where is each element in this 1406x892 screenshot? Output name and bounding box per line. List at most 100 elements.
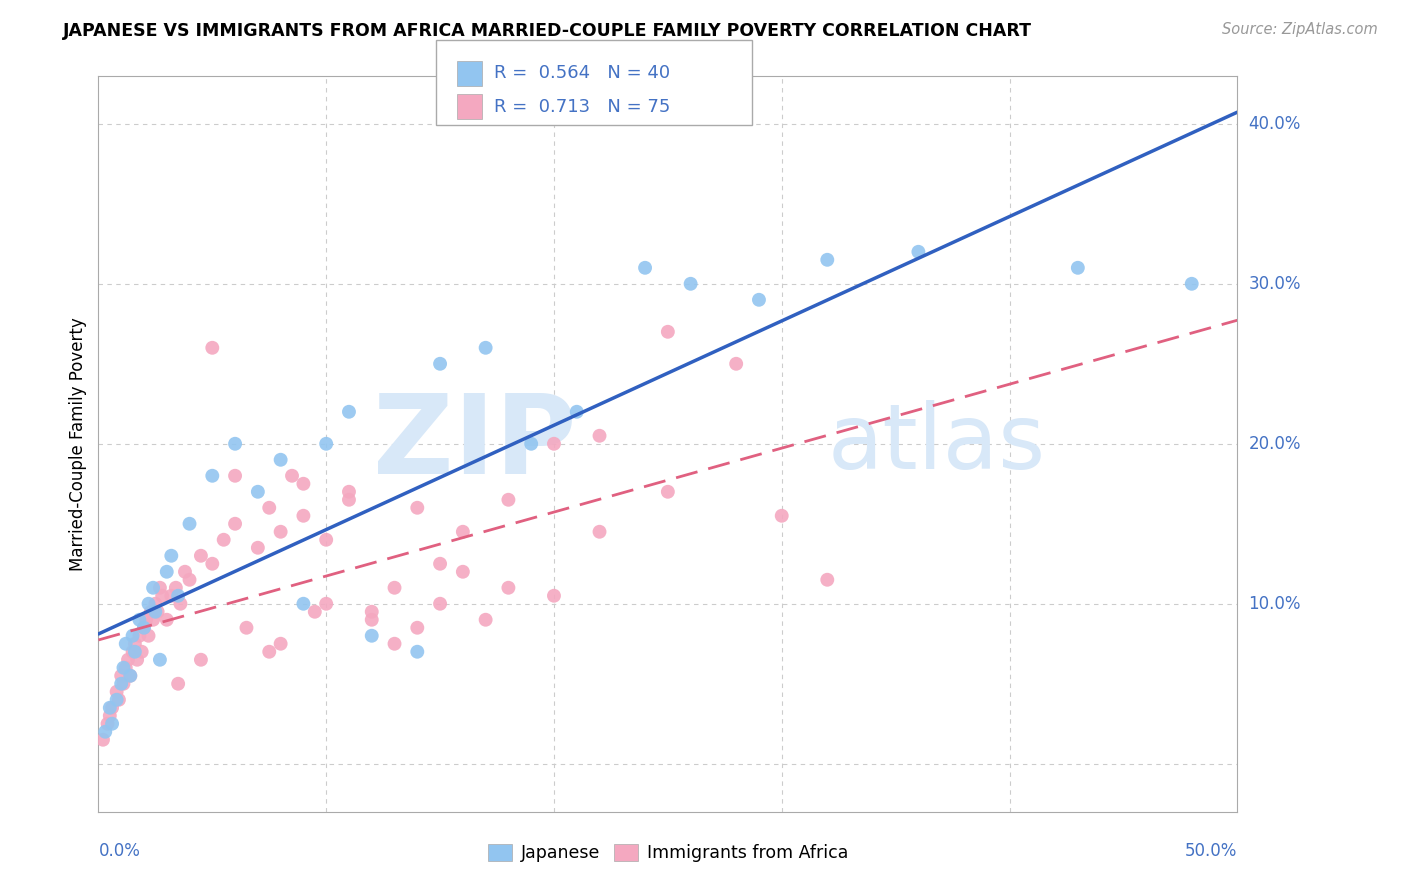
Point — [160, 589, 183, 603]
Point — [360, 605, 382, 619]
Point — [770, 508, 793, 523]
Point — [167, 589, 190, 603]
Text: Source: ZipAtlas.com: Source: ZipAtlas.com — [1222, 22, 1378, 37]
Point — [543, 589, 565, 603]
Point — [167, 677, 190, 691]
Text: 30.0%: 30.0% — [1249, 275, 1301, 293]
Point — [190, 549, 212, 563]
Text: R =  0.713   N = 75: R = 0.713 N = 75 — [494, 98, 669, 116]
Point — [156, 613, 179, 627]
Point — [174, 565, 197, 579]
Point — [160, 549, 183, 563]
Point — [657, 325, 679, 339]
Point — [131, 645, 153, 659]
Point — [96, 716, 118, 731]
Text: 40.0%: 40.0% — [1249, 115, 1301, 133]
Point — [149, 653, 172, 667]
Point — [190, 653, 212, 667]
Point — [120, 669, 142, 683]
Point — [292, 476, 315, 491]
Point — [121, 629, 143, 643]
Point — [138, 629, 160, 643]
Point — [132, 621, 155, 635]
Point — [337, 492, 360, 507]
Point — [725, 357, 748, 371]
Point — [124, 637, 146, 651]
Point — [117, 653, 139, 667]
Point — [145, 605, 167, 619]
Point — [145, 597, 167, 611]
Point — [360, 629, 382, 643]
Point — [121, 645, 143, 659]
Point — [1181, 277, 1204, 291]
Point — [384, 637, 406, 651]
Point — [105, 684, 128, 698]
Point — [135, 613, 157, 627]
Point — [679, 277, 702, 291]
Point — [337, 405, 360, 419]
Point — [139, 605, 162, 619]
Point — [101, 700, 124, 714]
Y-axis label: Married-Couple Family Poverty: Married-Couple Family Poverty — [69, 317, 87, 571]
Point — [120, 669, 142, 683]
Point — [907, 244, 929, 259]
Point — [224, 516, 246, 531]
Point — [406, 621, 429, 635]
Point — [201, 468, 224, 483]
Point — [498, 492, 520, 507]
Point — [406, 500, 429, 515]
Point — [201, 557, 224, 571]
Point — [169, 597, 191, 611]
Point — [114, 661, 136, 675]
Point — [588, 429, 610, 443]
Point — [201, 341, 224, 355]
Point — [128, 629, 150, 643]
Point — [179, 573, 201, 587]
Point — [110, 669, 132, 683]
Point — [281, 468, 304, 483]
Point — [315, 436, 337, 450]
Point — [246, 484, 269, 499]
Point — [474, 341, 496, 355]
Text: R =  0.564   N = 40: R = 0.564 N = 40 — [494, 64, 669, 82]
Point — [110, 677, 132, 691]
Point — [304, 605, 326, 619]
Point — [128, 613, 150, 627]
Point — [91, 732, 114, 747]
Point — [360, 613, 382, 627]
Point — [150, 589, 173, 603]
Legend: Japanese, Immigrants from Africa: Japanese, Immigrants from Africa — [481, 838, 855, 870]
Point — [108, 692, 131, 706]
Point — [132, 621, 155, 635]
Point — [451, 524, 474, 539]
Point — [112, 677, 135, 691]
Point — [815, 252, 838, 267]
Point — [127, 653, 149, 667]
Point — [142, 581, 165, 595]
Point — [474, 613, 496, 627]
Point — [149, 581, 172, 595]
Point — [270, 452, 292, 467]
Point — [543, 436, 565, 450]
Point — [429, 597, 451, 611]
Point — [212, 533, 235, 547]
Point — [105, 692, 128, 706]
Point — [406, 645, 429, 659]
Point — [657, 484, 679, 499]
Point — [259, 500, 281, 515]
Point — [138, 597, 160, 611]
Point — [270, 637, 292, 651]
Point — [451, 565, 474, 579]
Point — [815, 573, 838, 587]
Point — [748, 293, 770, 307]
Text: 0.0%: 0.0% — [98, 842, 141, 860]
Point — [142, 613, 165, 627]
Point — [246, 541, 269, 555]
Point — [429, 357, 451, 371]
Point — [337, 484, 360, 499]
Point — [429, 557, 451, 571]
Point — [98, 700, 121, 714]
Point — [101, 716, 124, 731]
Text: 10.0%: 10.0% — [1249, 595, 1301, 613]
Point — [224, 436, 246, 450]
